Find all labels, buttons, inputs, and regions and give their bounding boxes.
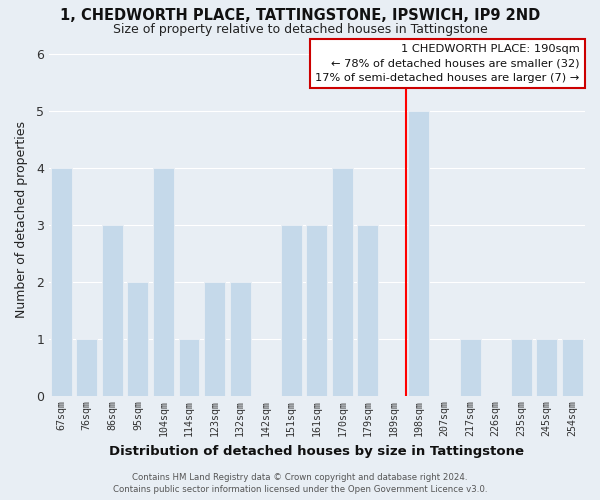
- X-axis label: Distribution of detached houses by size in Tattingstone: Distribution of detached houses by size …: [109, 444, 524, 458]
- Bar: [179, 339, 199, 396]
- Bar: [562, 339, 583, 396]
- Y-axis label: Number of detached properties: Number of detached properties: [15, 121, 28, 318]
- Bar: [358, 225, 379, 396]
- Bar: [127, 282, 148, 396]
- Bar: [204, 282, 225, 396]
- Bar: [460, 339, 481, 396]
- Bar: [51, 168, 72, 396]
- Bar: [102, 225, 123, 396]
- Bar: [153, 168, 174, 396]
- Text: Size of property relative to detached houses in Tattingstone: Size of property relative to detached ho…: [113, 22, 487, 36]
- Text: Contains HM Land Registry data © Crown copyright and database right 2024.
Contai: Contains HM Land Registry data © Crown c…: [113, 472, 487, 494]
- Text: 1, CHEDWORTH PLACE, TATTINGSTONE, IPSWICH, IP9 2ND: 1, CHEDWORTH PLACE, TATTINGSTONE, IPSWIC…: [60, 8, 540, 22]
- Bar: [76, 339, 97, 396]
- Bar: [281, 225, 302, 396]
- Bar: [536, 339, 557, 396]
- Bar: [409, 111, 430, 396]
- Bar: [511, 339, 532, 396]
- Bar: [332, 168, 353, 396]
- Bar: [306, 225, 327, 396]
- Bar: [230, 282, 251, 396]
- Text: 1 CHEDWORTH PLACE: 190sqm
← 78% of detached houses are smaller (32)
17% of semi-: 1 CHEDWORTH PLACE: 190sqm ← 78% of detac…: [316, 44, 580, 83]
